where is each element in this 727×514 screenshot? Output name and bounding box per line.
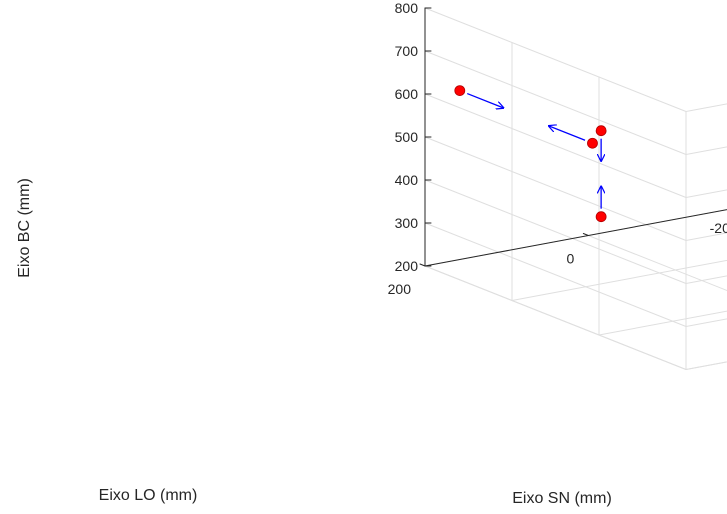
z-tick-label: 300 bbox=[395, 215, 419, 231]
grid-line bbox=[685, 189, 727, 198]
z-tick-label: 500 bbox=[395, 129, 419, 145]
grid-line bbox=[685, 146, 727, 155]
x-tick-mark bbox=[419, 263, 426, 267]
x-tick-label: 0 bbox=[567, 251, 575, 267]
grid-line bbox=[685, 103, 727, 112]
z-tick-label: 200 bbox=[395, 258, 419, 274]
grid-line bbox=[424, 50, 687, 155]
tick-labels: -400-2000200-200020040020030040050060070… bbox=[388, 0, 727, 297]
grid-line bbox=[424, 265, 687, 370]
grid-line bbox=[587, 235, 727, 292]
data-marks bbox=[454, 85, 607, 223]
z-tick-label: 600 bbox=[395, 86, 419, 102]
grid-line bbox=[424, 7, 687, 112]
axes bbox=[419, 7, 727, 267]
grid-line bbox=[685, 361, 727, 370]
x-tick-label: 200 bbox=[388, 281, 412, 297]
data-point bbox=[595, 125, 607, 137]
z-tick-label: 400 bbox=[395, 172, 419, 188]
z-tick-label: 800 bbox=[395, 0, 419, 16]
x-axis-line bbox=[424, 209, 727, 267]
y-axis-label: Eixo SN (mm) bbox=[512, 490, 612, 507]
grid-line bbox=[424, 209, 727, 267]
quiver-arrow bbox=[549, 126, 586, 141]
grid-line bbox=[424, 93, 687, 198]
x-tick-mark bbox=[582, 233, 589, 236]
data-point bbox=[587, 137, 598, 149]
grid-lines bbox=[424, 7, 727, 370]
grid-line bbox=[424, 136, 687, 241]
grid-line bbox=[598, 310, 727, 336]
grid-line bbox=[685, 361, 727, 370]
z-tick-label: 700 bbox=[395, 43, 419, 59]
grid-line bbox=[685, 318, 727, 327]
grid-line bbox=[511, 259, 727, 301]
x-axis-label: Eixo LO (mm) bbox=[99, 487, 198, 504]
quiver-arrow bbox=[466, 92, 503, 108]
grid-line bbox=[424, 222, 687, 327]
data-point bbox=[595, 211, 607, 223]
data-point bbox=[454, 85, 466, 96]
grid-line bbox=[424, 179, 687, 284]
x-tick-label: -200 bbox=[710, 220, 727, 236]
grid-line bbox=[685, 275, 727, 284]
z-axis-label: Eixo BC (mm) bbox=[16, 178, 33, 278]
